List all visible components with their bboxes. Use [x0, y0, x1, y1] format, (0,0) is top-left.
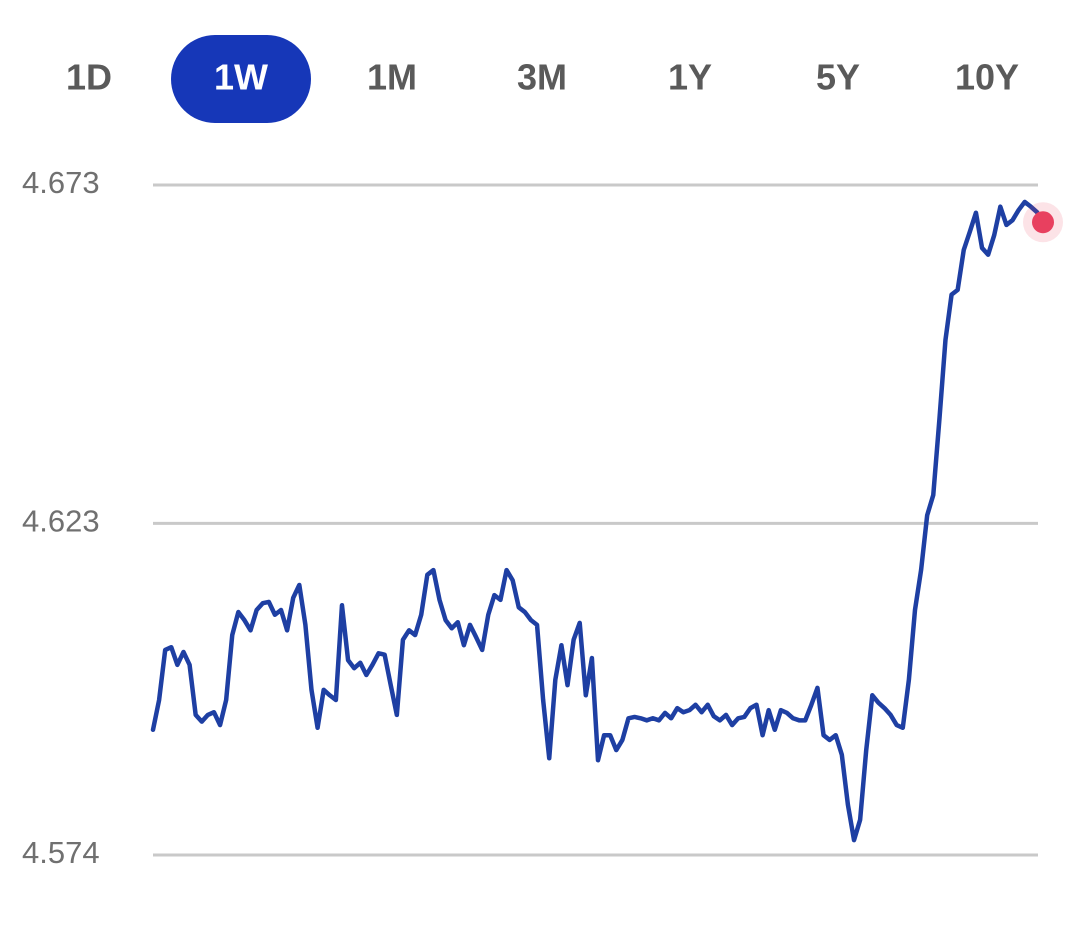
range-tab[interactable]: 1D [66, 57, 112, 98]
plot [150, 199, 1063, 843]
price-line [150, 199, 1046, 843]
range-tab[interactable]: 1M [367, 57, 417, 98]
range-tab[interactable]: 3M [517, 57, 567, 98]
grid: 4.574 4.623 4.673 [22, 165, 1038, 870]
last-point [1032, 211, 1054, 234]
range-tab[interactable]: 1W [214, 57, 268, 98]
selected-tab-pill[interactable] [171, 35, 311, 123]
y-tick-label: 4.623 [22, 504, 100, 539]
range-tab[interactable]: 5Y [816, 57, 860, 98]
range-tab[interactable]: 10Y [955, 57, 1019, 98]
range-tab[interactable]: 1Y [668, 57, 712, 98]
y-tick-label: 4.673 [22, 165, 100, 200]
range-tabs: 1D 1W 1M 3M 1Y 5Y 10Y [66, 35, 1019, 123]
y-tick-label: 4.574 [22, 835, 100, 870]
